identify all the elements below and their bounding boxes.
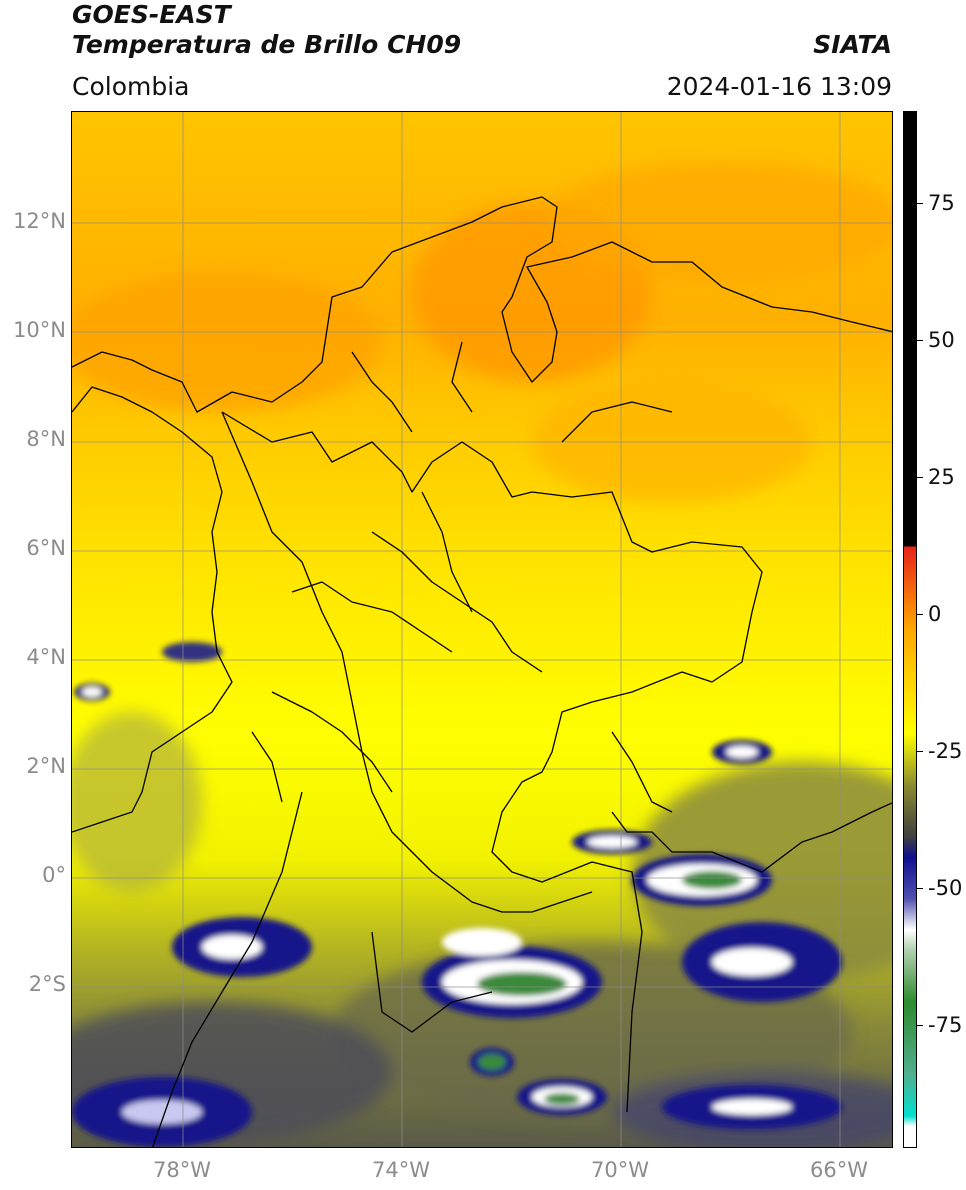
cb-label-75: 75 <box>928 191 955 215</box>
cb-label-0: 0 <box>928 602 942 626</box>
map-canvas <box>72 112 892 1147</box>
lat-label-2s: 2°S <box>28 972 66 996</box>
lon-label-78w: 78°W <box>153 1158 211 1182</box>
convective-cells <box>72 642 842 1147</box>
timestamp-label: 2024-01-16 13:09 <box>666 72 892 101</box>
lat-label-0: 0° <box>42 863 66 887</box>
cb-label-m25: -25 <box>928 739 963 763</box>
cb-tick-75 <box>917 203 923 204</box>
region-label: Colombia <box>72 72 190 101</box>
lon-label-66w: 66°W <box>810 1158 868 1182</box>
cb-label-m50: -50 <box>928 876 963 900</box>
cb-tick-m50 <box>917 888 923 889</box>
title-line-1: GOES-EAST <box>72 0 231 29</box>
cb-tick-25 <box>917 477 923 478</box>
cb-label-50: 50 <box>928 328 955 352</box>
cb-tick-50 <box>917 340 923 341</box>
lon-label-70w: 70°W <box>591 1158 649 1182</box>
warm-regions <box>72 162 892 502</box>
lat-label-8n: 8°N <box>26 427 66 451</box>
graticule <box>72 112 892 1147</box>
cb-tick-m75 <box>917 1025 923 1026</box>
cb-label-25: 25 <box>928 465 955 489</box>
lat-label-10n: 10°N <box>13 318 66 342</box>
lon-label-74w: 74°W <box>372 1158 430 1182</box>
colorbar <box>903 111 917 1148</box>
cb-label-m75: -75 <box>928 1013 963 1037</box>
coastlines-borders <box>72 196 892 1147</box>
lat-label-2n: 2°N <box>26 754 66 778</box>
lat-label-12n: 12°N <box>13 209 66 233</box>
cb-tick-0 <box>917 614 923 615</box>
lat-label-4n: 4°N <box>26 645 66 669</box>
lat-label-6n: 6°N <box>26 536 66 560</box>
satellite-map <box>71 111 893 1148</box>
title-line-2: Temperatura de Brillo CH09 <box>72 30 462 59</box>
cb-tick-m25 <box>917 751 923 752</box>
agency-label: SIATA <box>813 30 892 59</box>
